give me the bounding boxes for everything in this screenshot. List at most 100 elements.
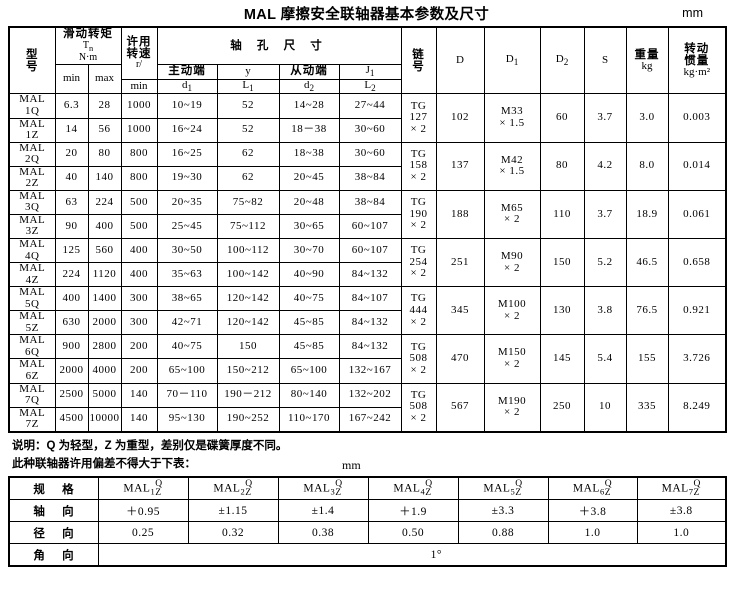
cell-D2: 110: [539, 189, 585, 239]
cell-L2: 38~84: [338, 189, 402, 215]
cell-model: MAL 1Z: [8, 117, 56, 143]
cell-L2: 167~242: [338, 406, 402, 433]
cell-L2: 27~44: [338, 93, 402, 119]
cell-model: MAL 1Q: [8, 93, 56, 119]
note-line-2-wrapper: 此种联轴器许用偏差不得大于下表： mm: [12, 456, 725, 474]
cell-speed: 400: [120, 262, 158, 288]
cell-torque-min: 40: [54, 165, 89, 191]
unit-label-top: mm: [682, 6, 703, 20]
cell-torque-max: 80: [87, 141, 122, 167]
cell-d2: 18－38: [278, 117, 340, 143]
cell-model: MAL 2Q: [8, 141, 56, 167]
cell-d1: 38~65: [156, 286, 218, 312]
cell-L2: 84~132: [338, 262, 402, 288]
header-model: 型 号: [8, 26, 56, 95]
cell-D2: 80: [539, 141, 585, 191]
cell-weight: 76.5: [625, 286, 669, 336]
cell-L1: 62: [216, 165, 280, 191]
cell-torque-min: 4500: [54, 406, 89, 433]
cell-torque-min: 125: [54, 237, 89, 264]
cell-L1: 52: [216, 93, 280, 119]
header-bore-dimensions: 轴 孔 尺 寸: [156, 26, 402, 65]
cell-chain-no: TG 508 × 2: [400, 334, 437, 384]
cell-d2: 30~65: [278, 213, 340, 239]
cell-d1: 40~75: [156, 334, 218, 360]
cell-D1: M190 × 2: [483, 382, 541, 433]
cell-L2: 84~132: [338, 310, 402, 336]
cell-torque-max: 400: [87, 213, 122, 239]
cell-L1: 150: [216, 334, 280, 360]
cell-d2: 40~75: [278, 286, 340, 312]
cell-d2: 45~85: [278, 310, 340, 336]
cell-d1: 19~30: [156, 165, 218, 191]
cell-D1: M150 × 2: [483, 334, 541, 384]
cell-weight: 8.0: [625, 141, 669, 191]
tolerance-radial-value-7: 1.0: [636, 521, 727, 545]
tolerance-axial-value-6: ＋3.8: [547, 499, 638, 523]
cell-torque-min: 224: [54, 262, 89, 288]
table-row: MAL 7Q 2500 5000 140 70－110 190－212 80~140 132~2…: [8, 382, 727, 433]
tolerance-axial-value-4: ＋1.9: [367, 499, 459, 523]
header-d1: d1: [156, 78, 218, 95]
tolerance-axial-value-7: ±3.8: [636, 499, 727, 523]
table-row: MAL 2Q 20 80 800 16~25 62 18~38 30~60 TG 158 × 2 137…: [8, 141, 727, 191]
cell-D1: M65 × 2: [483, 189, 541, 239]
cell-model: MAL 6Z: [8, 358, 56, 384]
cell-speed: 140: [120, 406, 158, 433]
cell-D2: 145: [539, 334, 585, 384]
cell-model: MAL 3Q: [8, 189, 56, 215]
cell-torque-max: 140: [87, 165, 122, 191]
cell-torque-min: 2500: [54, 382, 89, 408]
header-D2: D2: [539, 26, 585, 95]
cell-d1: 16~24: [156, 117, 218, 143]
cell-D2: 150: [539, 237, 585, 288]
cell-torque-min: 90: [54, 213, 89, 239]
cell-L2: 60~107: [338, 237, 402, 264]
notes-block: 说明：Q 为轻型，Z 为重型，差别仅是碟簧厚度不同。 此种联轴器许用偏差不得大于…: [8, 438, 725, 474]
tolerance-axial-value-3: ±1.4: [277, 499, 369, 523]
cell-speed: 200: [120, 334, 158, 360]
cell-D1: M90 × 2: [483, 237, 541, 288]
cell-d2: 30~70: [278, 237, 340, 264]
cell-S: 3.8: [583, 286, 627, 336]
cell-L2: 38~84: [338, 165, 402, 191]
table-row: MAL 4Z 224 1120 400 35~63 100~142 40~90 84~132: [8, 262, 726, 288]
header-torque: 滑动转矩 Tn N·m: [54, 26, 122, 65]
cell-speed: 1000: [120, 93, 158, 119]
header-J1: J1: [338, 63, 402, 80]
cell-d1: 70－110: [156, 382, 218, 408]
tolerance-col-header-2: MAL2 Q Z: [187, 476, 279, 501]
cell-D1: M42 × 1.5: [483, 141, 541, 191]
tolerance-col-header-4: MAL4 Q Z: [367, 476, 459, 501]
tolerance-axial-value-1: ＋0.95: [97, 499, 189, 523]
cell-d2: 40~90: [278, 262, 340, 288]
cell-D: 470: [435, 334, 485, 384]
cell-model: MAL 5Q: [8, 286, 56, 312]
cell-D1: M33 × 1.5: [483, 93, 541, 143]
cell-L1: 150~212: [216, 358, 280, 384]
cell-weight: 335: [625, 382, 669, 433]
main-parameter-table: 型 号 滑动转矩 Tn N·m 许用 转速 r/: [8, 26, 728, 433]
cell-torque-min: 14: [54, 117, 89, 143]
page-title: MAL 摩擦安全联轴器基本参数及尺寸: [243, 6, 490, 23]
cell-model: MAL 6Q: [8, 334, 56, 360]
cell-d2: 45~85: [278, 334, 340, 360]
header-L2: L2: [338, 78, 402, 95]
cell-d1: 25~45: [156, 213, 218, 239]
cell-S: 3.7: [583, 93, 627, 143]
cell-model: MAL 4Z: [8, 262, 56, 288]
tolerance-radial-value-5: 0.88: [457, 521, 549, 545]
tolerance-body: 规格 MAL1 Q Z MAL2 Q Z MAL3 Q Z MAL4 Q Z MAL5 Q Z MAL6 Q Z MA…: [8, 476, 727, 567]
cell-d2: 65~100: [278, 358, 340, 384]
table-row: MAL 3Q 63 224 500 20~35 75~82 20~48 38~84 TG 190 × …: [8, 189, 727, 239]
title-row: MAL 摩擦安全联轴器基本参数及尺寸 mm: [8, 0, 725, 26]
cell-torque-min: 63: [54, 189, 89, 215]
table-row: MAL 7Z 4500 10000 140 95~130 190~252 110~170 167…: [8, 406, 726, 433]
tolerance-col-header-5: MAL5 Q Z: [457, 476, 549, 501]
cell-speed: 300: [120, 286, 158, 312]
header-D1: D1: [483, 26, 541, 95]
header-d2: d2: [278, 78, 340, 95]
cell-D1: M100 × 2: [483, 286, 541, 336]
